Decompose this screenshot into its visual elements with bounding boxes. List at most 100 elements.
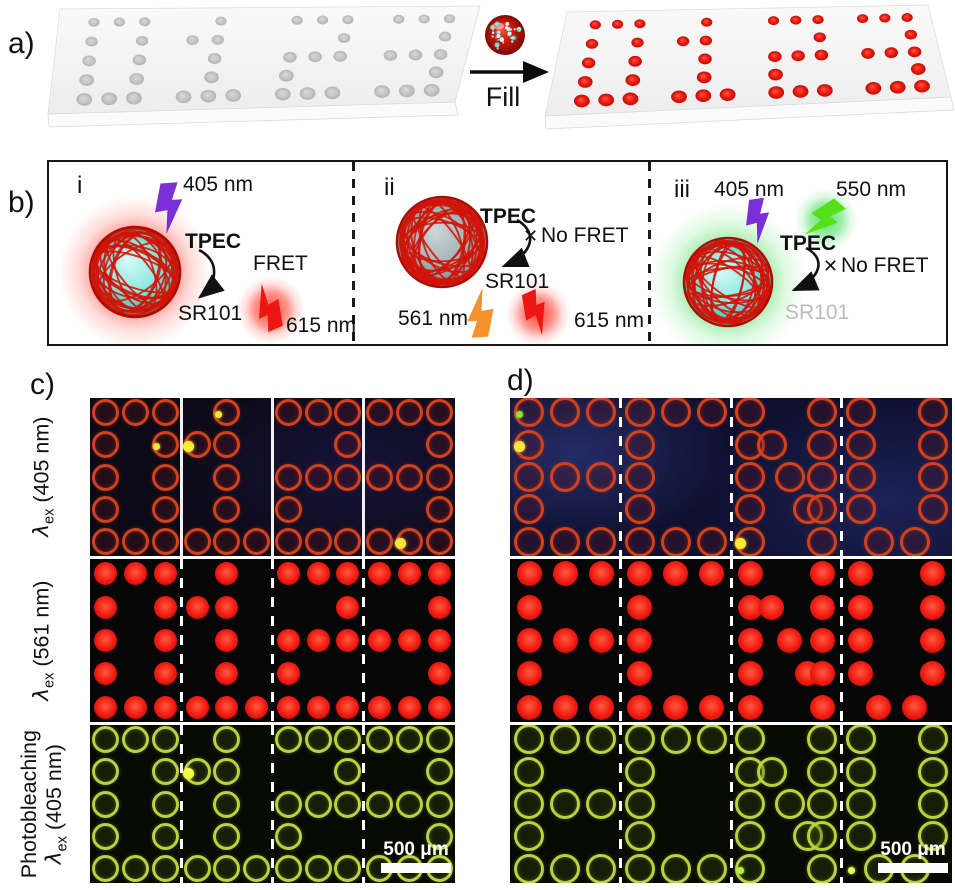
panel-d-images: 500 μm: [510, 398, 952, 883]
well-dot: [756, 756, 787, 787]
bright-speck: [735, 538, 747, 550]
well-dot: [276, 629, 300, 652]
well-dot: [151, 725, 179, 753]
panel-d-label: d): [507, 364, 534, 397]
empty-well: [443, 14, 456, 24]
well-dot: [243, 528, 271, 556]
tpec-sphere: [682, 236, 774, 328]
emission-bolt-615-icon: [521, 288, 545, 336]
filled-well: [856, 14, 869, 24]
panel-c-label: c): [30, 368, 55, 401]
fret-scheme-iii: iii 405 nm 550 nm TPEC ✕ No FRET SR101: [648, 162, 946, 344]
well-dot: [151, 822, 179, 850]
well-dot: [737, 594, 763, 620]
well-dot: [92, 463, 120, 491]
well-dot: [334, 431, 362, 459]
well-dot: [866, 694, 892, 720]
empty-well: [428, 66, 444, 79]
empty-well: [82, 55, 96, 67]
empty-well: [79, 74, 95, 87]
well-dot: [516, 694, 542, 720]
empty-well: [139, 17, 151, 27]
empty-well: [316, 15, 329, 25]
filled-well: [598, 93, 615, 107]
excitation-561-label: 561 nm: [398, 307, 469, 330]
well-dot: [215, 695, 239, 719]
bright-speck: [183, 768, 195, 780]
well-dot: [552, 694, 578, 720]
filled-well: [910, 63, 926, 75]
well-dot: [215, 629, 239, 652]
well-dot: [153, 662, 177, 686]
empty-well: [135, 35, 149, 46]
well-dot: [425, 790, 453, 818]
well-dot: [514, 821, 545, 852]
tpec-label: TPEC: [185, 230, 242, 253]
empty-well: [211, 34, 225, 45]
empty-well: [215, 16, 227, 26]
fret-scheme-i-art: [59, 182, 305, 344]
well-dot: [153, 595, 177, 619]
well-dot: [917, 429, 948, 460]
well-dot: [759, 594, 785, 620]
emission-615-label: 615 nm: [574, 309, 645, 332]
well-dot: [920, 594, 946, 620]
tile-separator: [179, 725, 183, 883]
well-dot: [151, 855, 179, 883]
well-dot: [334, 528, 362, 556]
no-fret-label: No FRET: [541, 224, 629, 247]
filled-well: [907, 46, 922, 58]
well-dot: [425, 463, 453, 491]
well-dot: [807, 789, 838, 819]
well-dot: [183, 855, 211, 883]
filled-well: [628, 55, 642, 67]
filled-well: [790, 15, 802, 25]
well-dot: [586, 789, 617, 819]
well-dot: [304, 463, 332, 491]
well-dot: [366, 398, 394, 426]
well-dot: [807, 429, 838, 460]
row-label-wavelength: λex (405 nm): [29, 416, 58, 538]
well-dot: [124, 562, 148, 586]
fill-arrow: [470, 61, 549, 83]
well-dot: [917, 821, 948, 852]
well-dot: [183, 528, 211, 556]
well-dot: [807, 821, 838, 852]
filled-well-plate: [544, 4, 955, 130]
tile-separator: [271, 725, 274, 883]
well-dot: [514, 494, 545, 525]
well-dot: [586, 398, 617, 428]
filled-well: [865, 81, 882, 95]
tile-separator: [729, 559, 733, 722]
excitation-405-label: 405 nm: [183, 173, 254, 196]
well-dot: [397, 629, 421, 652]
tile-separator: [729, 398, 733, 556]
well-dot: [737, 561, 763, 587]
well-dot: [699, 694, 725, 720]
tpec-label: TPEC: [780, 232, 837, 255]
well-dot: [845, 725, 876, 755]
well-dot: [425, 725, 453, 753]
well-dot: [627, 694, 653, 720]
well-dot: [624, 756, 655, 787]
well-dot: [274, 725, 302, 753]
tile-separator: [840, 559, 843, 722]
filled-well: [816, 84, 833, 97]
well-dot: [336, 695, 360, 719]
well-dot: [213, 855, 241, 883]
empty-well: [337, 33, 351, 43]
well-dot: [94, 562, 118, 586]
well-dot: [94, 695, 118, 719]
well-dot: [586, 725, 617, 755]
excitation-bolt-550-icon: [804, 198, 846, 235]
filled-well: [631, 37, 644, 48]
well-dot: [845, 398, 876, 428]
sr101-label: SR101: [178, 302, 243, 325]
well-dot: [514, 725, 545, 755]
well-dot: [274, 398, 302, 426]
empty-well: [383, 49, 398, 61]
image-row-d2: [510, 559, 952, 722]
filled-well: [671, 90, 687, 104]
well-dot: [735, 821, 766, 852]
no-fret-arrow: [501, 218, 532, 268]
